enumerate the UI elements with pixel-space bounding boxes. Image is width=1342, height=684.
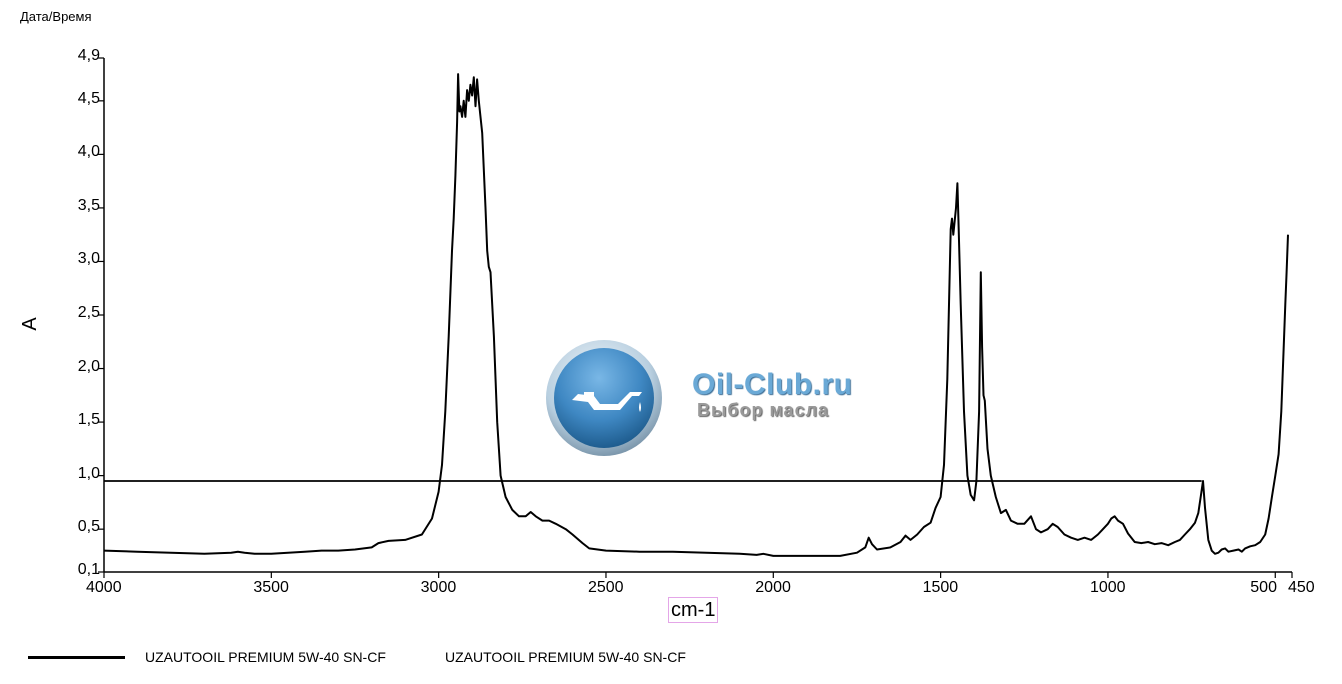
oil-can-icon — [544, 340, 664, 460]
x-tick-label: 1000 — [1089, 579, 1126, 596]
date-time-label: Дата/Время — [20, 9, 92, 24]
y-tick-label: 4,5 — [77, 89, 100, 107]
y-tick-label: 0,5 — [77, 518, 100, 536]
series-line — [103, 73, 1289, 557]
x-tick-label: 3000 — [420, 579, 457, 596]
y-tick-label: 1,0 — [77, 464, 100, 482]
x-tick-label: 1500 — [922, 579, 959, 596]
x-tick-marks — [103, 572, 1293, 578]
y-tick-label: 3,5 — [77, 196, 100, 214]
y-tick-marks — [98, 57, 104, 573]
x-tick-label: 450 — [1288, 579, 1315, 596]
x-tick-label: 2000 — [755, 579, 791, 596]
y-tick-label: 3,0 — [77, 250, 100, 268]
y-axis-label: A — [19, 317, 41, 331]
x-tick-label: 500 — [1250, 579, 1277, 596]
x-tick-label: 2500 — [587, 579, 624, 596]
x-axis-label: cm-1 — [668, 597, 719, 623]
y-tick-label: 2,0 — [77, 357, 100, 375]
legend-swatch — [28, 656, 125, 659]
watermark-title: Oil-Club.ru — [692, 368, 853, 401]
y-tick-label: 4,0 — [77, 143, 100, 161]
watermark-subtitle: Выбор масла — [697, 400, 830, 420]
y-tick-label: 0,1 — [77, 561, 100, 578]
y-tick-label: 1,5 — [77, 411, 100, 429]
legend-entry-1: UZAUTOOIL PREMIUM 5W-40 SN-CF — [145, 649, 386, 665]
x-tick-label: 4000 — [86, 579, 122, 596]
y-tick-label: 4,9 — [77, 47, 100, 64]
legend-entry-2: UZAUTOOIL PREMIUM 5W-40 SN-CF — [445, 649, 686, 665]
y-tick-label: 2,5 — [77, 304, 100, 321]
x-tick-label: 3500 — [253, 579, 289, 596]
